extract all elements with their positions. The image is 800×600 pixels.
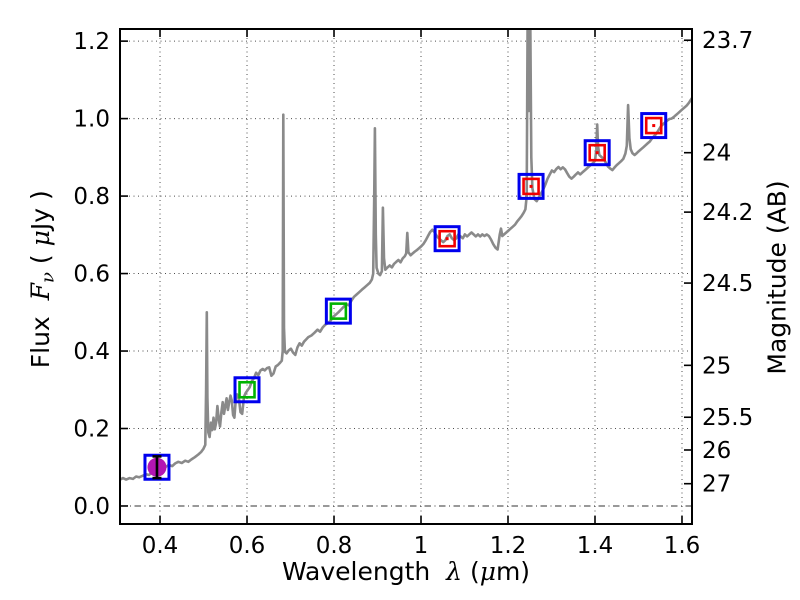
x-axis-unit-close: m) — [495, 557, 531, 586]
y-tick-label-left: 0.6 — [73, 262, 110, 288]
nir-photometry-marker — [588, 143, 606, 162]
y-tick-label-left: 1.2 — [73, 29, 110, 55]
x-tick-label: 1.4 — [577, 533, 614, 559]
y-tick-label-left: 0.8 — [73, 184, 110, 210]
x-axis-label-word: Wavelength — [281, 557, 439, 586]
y-tick-label-right: 24.2 — [702, 200, 753, 226]
y-tick-label-right: 25 — [702, 353, 731, 379]
y-tick-label-left: 1.0 — [73, 107, 110, 133]
bandpass-averaged-model-marker — [640, 112, 668, 140]
x-tick-label: 0.4 — [142, 533, 179, 559]
nir-photometry-center-dot — [595, 151, 599, 155]
y-tick-label-right: 27 — [702, 472, 731, 498]
nir-photometry-marker — [438, 229, 456, 248]
nu-subscript-symbol: ν — [37, 272, 59, 283]
y-tick-label-right: 25.5 — [702, 405, 753, 431]
optical-photometry-marker — [238, 380, 256, 399]
nir-photometry-center-dot — [652, 124, 656, 128]
y-axis-unit-close: Jy ) — [25, 190, 55, 231]
lambda-symbol: λ — [446, 557, 462, 586]
y-axis-label-word: Flux — [25, 308, 55, 369]
x-axis-label: Wavelength λ (μm) — [156, 557, 656, 586]
mu-symbol-left: μ — [25, 230, 55, 247]
bandpass-averaged-model-marker — [517, 172, 545, 200]
model-spectrum-line — [120, 29, 692, 481]
y-tick-label-left: 0.2 — [73, 417, 110, 443]
y-tick-label-right: 24.5 — [702, 271, 753, 297]
optical-photometry-marker — [329, 302, 348, 320]
y-axis-label-left: Flux Fν ( μJy ) — [26, 79, 59, 479]
mu-symbol: μ — [479, 557, 496, 586]
nir-photometry-marker — [644, 116, 663, 135]
bandpass-averaged-model-marker — [583, 139, 611, 167]
y-axis-unit-open: ( — [25, 246, 55, 273]
x-tick-label: 1.2 — [490, 533, 527, 559]
x-tick-label: 0.6 — [229, 533, 266, 559]
bandpass-averaged-model-marker — [324, 297, 352, 325]
y-tick-label-left: 0.4 — [73, 339, 110, 365]
x-tick-label: 0.8 — [316, 533, 353, 559]
x-tick-label: 1.6 — [664, 533, 701, 559]
nir-photometry-center-dot — [529, 184, 533, 188]
bandpass-averaged-model-marker — [233, 376, 261, 404]
y-axis-label-right: Magnitude (AB) — [762, 180, 792, 375]
nir-photometry-center-dot — [445, 237, 449, 241]
bandpass-averaged-model-marker — [433, 225, 461, 253]
x-axis-unit-open: ( — [462, 557, 480, 586]
y-tick-label-right: 26 — [702, 438, 731, 464]
flux-F-symbol: F — [25, 283, 55, 301]
nir-photometry-marker — [522, 177, 540, 196]
x-tick-label: 1 — [414, 533, 429, 559]
axes-frame — [119, 28, 693, 525]
y-tick-label-left: 0.0 — [73, 494, 110, 520]
y-tick-label-right: 23.7 — [702, 28, 753, 54]
y-tick-label-right: 24 — [702, 141, 731, 167]
